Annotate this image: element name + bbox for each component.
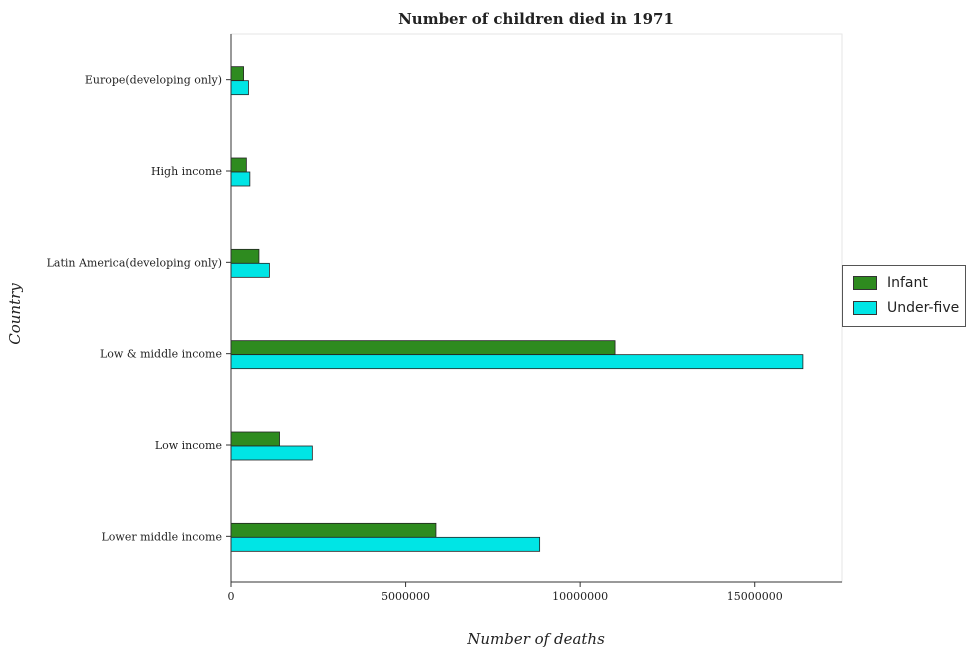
plot-area: Europe(developing only) High income Latin … bbox=[47, 33, 843, 603]
bar-under-five-0 bbox=[230, 80, 249, 96]
bar-infant-3 bbox=[230, 340, 616, 356]
bar-infant-4 bbox=[230, 431, 280, 447]
bar-infant-1 bbox=[230, 157, 247, 173]
legend: Infant Under-five bbox=[842, 265, 966, 327]
bar-under-five-4 bbox=[230, 445, 313, 461]
x-axis-label: Number of deaths bbox=[466, 630, 605, 648]
y-tick-label-1: High income bbox=[151, 165, 222, 178]
chart-title: Number of children died in 1971 bbox=[398, 10, 674, 28]
x-tick-label-1: 5000000 bbox=[381, 590, 430, 603]
legend-label-infant: Infant bbox=[887, 275, 928, 291]
y-tick-label-2: Latin America(developing only) bbox=[47, 256, 222, 269]
bar-under-five-1 bbox=[230, 171, 251, 187]
y-tick-label-5: Lower middle income bbox=[102, 530, 223, 543]
y-axis-label: Country bbox=[6, 283, 24, 345]
legend-swatch-infant bbox=[853, 276, 877, 290]
legend-swatch-under-five bbox=[853, 301, 877, 315]
y-tick-label-0: Europe(developing only) bbox=[85, 74, 222, 87]
bar-under-five-3 bbox=[230, 354, 804, 370]
legend-item-infant: Infant bbox=[853, 275, 928, 291]
bar-infant-2 bbox=[230, 248, 260, 264]
x-tick-label-3: 15000000 bbox=[727, 590, 783, 603]
legend-label-under-five: Under-five bbox=[887, 300, 960, 316]
legend-item-under-five: Under-five bbox=[853, 300, 959, 316]
bar-under-five-5 bbox=[230, 536, 541, 552]
y-tick-label-3: Low & middle income bbox=[100, 348, 222, 361]
bar-infant-0 bbox=[230, 66, 244, 82]
bar-under-five-2 bbox=[230, 262, 270, 278]
x-tick-label-2: 10000000 bbox=[552, 590, 608, 603]
bar-infant-5 bbox=[230, 522, 437, 538]
x-tick-label-0: 0 bbox=[228, 590, 235, 603]
y-tick-label-4: Low income bbox=[155, 439, 222, 452]
